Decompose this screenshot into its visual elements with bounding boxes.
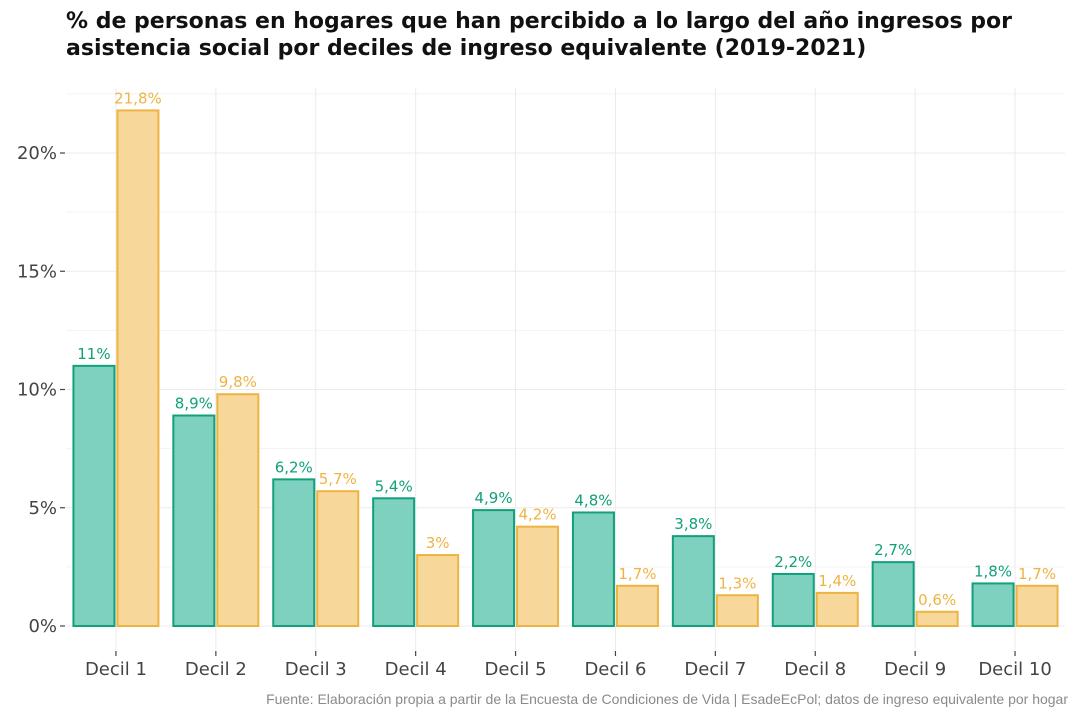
x-tick-label: Decil 6 [584, 659, 646, 680]
bar [416, 554, 460, 627]
data-label: 2,7% [874, 541, 912, 559]
x-tick-label: Decil 8 [784, 659, 846, 680]
y-tick-label: 5% [28, 498, 57, 519]
bar [372, 497, 416, 628]
y-tick-label: 15% [17, 261, 57, 282]
y-tick-label: 20% [17, 143, 57, 164]
data-label: 1,8% [974, 562, 1012, 580]
chart-title: % de personas en hogares que han percibi… [66, 8, 1066, 62]
source-caption: Fuente: Elaboración propia a partir de l… [266, 691, 1068, 707]
bar [815, 591, 859, 628]
x-tick-label: Decil 1 [85, 659, 147, 680]
data-label: 8,9% [175, 395, 213, 413]
bar [1015, 584, 1059, 627]
data-label: 3,8% [674, 515, 712, 533]
bar [172, 414, 216, 628]
bar [615, 584, 659, 627]
data-label: 1,7% [618, 565, 656, 583]
bar [516, 525, 560, 627]
data-label: 1,3% [718, 574, 756, 592]
x-tick-label: Decil 3 [285, 659, 347, 680]
bar [915, 610, 959, 627]
bar [771, 572, 815, 627]
data-label: 1,4% [818, 572, 856, 590]
bar [571, 511, 615, 627]
data-label: 0,6% [918, 591, 956, 609]
data-label: 9,8% [219, 373, 257, 391]
x-tick-label: Decil 10 [978, 659, 1051, 680]
x-tick-label: Decil 9 [884, 659, 946, 680]
data-label: 4,9% [474, 489, 512, 507]
data-label: 6,2% [275, 458, 313, 476]
data-label: 1,7% [1018, 565, 1056, 583]
bar [216, 393, 260, 628]
data-label: 4,8% [574, 491, 612, 509]
x-tick-label: Decil 4 [385, 659, 447, 680]
bar [971, 582, 1015, 627]
bar [871, 561, 915, 628]
bar [116, 109, 160, 628]
bar [472, 509, 516, 627]
data-label: 5,7% [319, 470, 357, 488]
bar [72, 364, 116, 627]
y-tick-label: 10% [17, 380, 57, 401]
data-label: 3% [426, 534, 450, 552]
data-label: 4,2% [518, 506, 556, 524]
x-tick-label: Decil 2 [185, 659, 247, 680]
chart-title-line-2: asistencia social por deciles de ingreso… [66, 36, 867, 61]
x-tick-label: Decil 5 [485, 659, 547, 680]
bar [715, 594, 759, 628]
data-label: 5,4% [375, 477, 413, 495]
data-label: 2,2% [774, 553, 812, 571]
y-tick-label: 0% [28, 616, 57, 637]
bar [272, 478, 316, 627]
x-tick-label: Decil 7 [684, 659, 746, 680]
data-label: 21,8% [114, 89, 162, 107]
chart-title-line-1: % de personas en hogares que han percibi… [66, 9, 1013, 34]
bar [671, 535, 715, 628]
data-label: 11% [77, 345, 110, 363]
bar [316, 490, 360, 627]
